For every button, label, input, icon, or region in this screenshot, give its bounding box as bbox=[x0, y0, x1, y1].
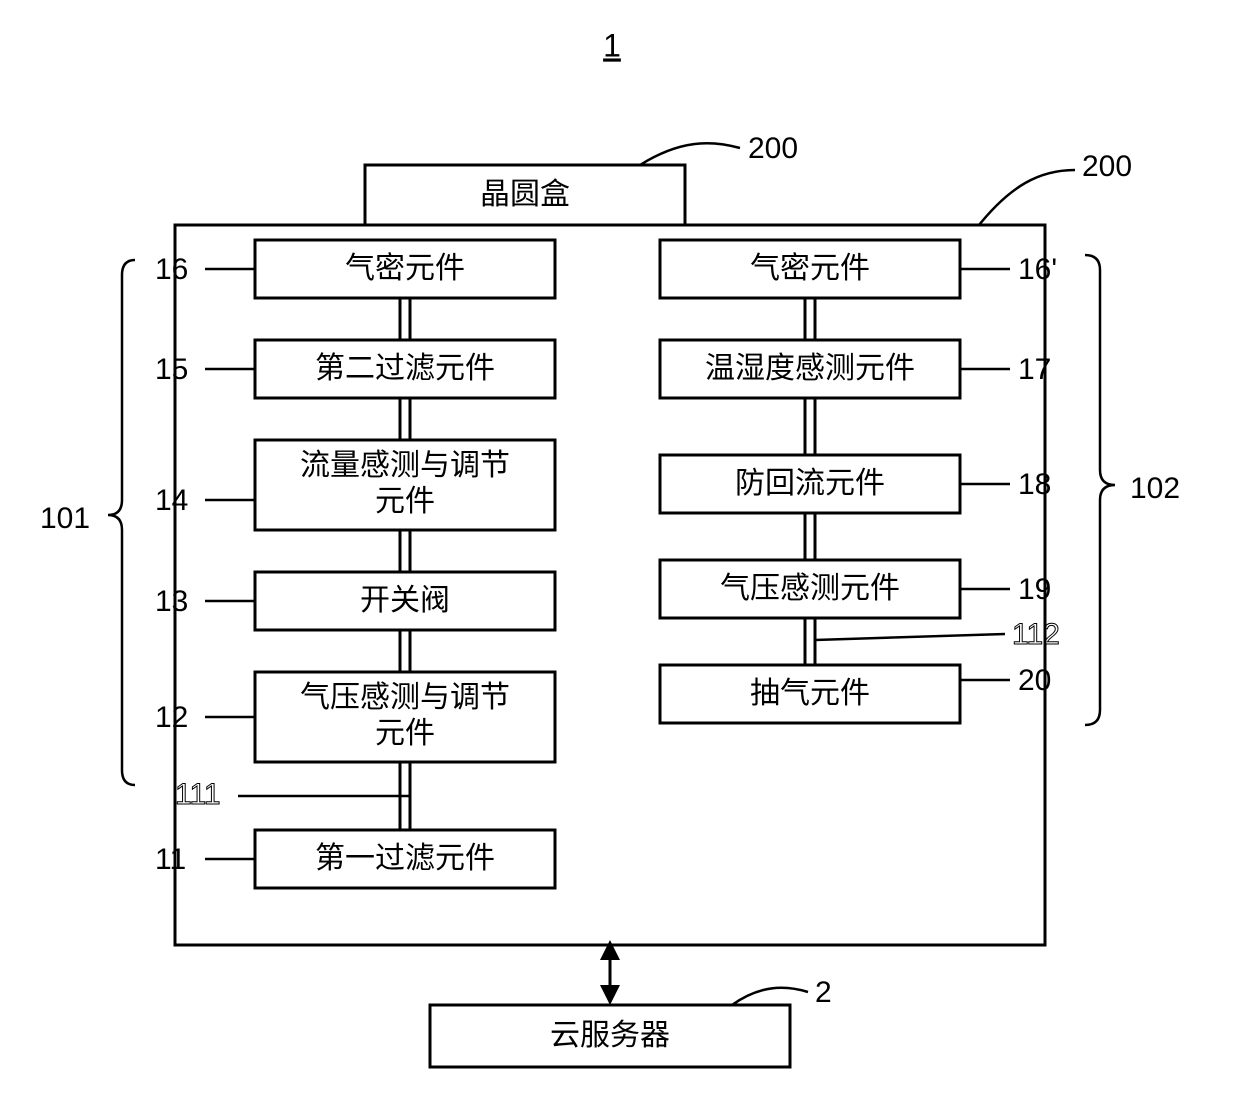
svg-text:防回流元件: 防回流元件 bbox=[735, 467, 885, 500]
svg-text:17: 17 bbox=[1018, 353, 1051, 386]
svg-text:气密元件: 气密元件 bbox=[345, 252, 465, 285]
figure-number: 1 bbox=[603, 27, 621, 63]
brace-101: 101 bbox=[40, 260, 135, 785]
svg-text:16': 16' bbox=[1018, 253, 1057, 286]
svg-text:20: 20 bbox=[1018, 664, 1051, 697]
svg-text:气压感测元件: 气压感测元件 bbox=[720, 572, 900, 605]
svg-text:112: 112 bbox=[1012, 618, 1060, 651]
svg-text:晶圆盒: 晶圆盒 bbox=[480, 178, 570, 211]
svg-text:13: 13 bbox=[155, 585, 188, 618]
svg-text:气密元件: 气密元件 bbox=[750, 252, 870, 285]
system-diagram: 1 晶圆盒 200 200 气密元件 16 第二过滤元件 15 bbox=[0, 0, 1240, 1117]
svg-text:111: 111 bbox=[175, 778, 221, 811]
svg-text:第二过滤元件: 第二过滤元件 bbox=[315, 352, 495, 385]
svg-text:19: 19 bbox=[1018, 573, 1051, 606]
brace-102: 102 bbox=[1085, 255, 1180, 725]
svg-text:200: 200 bbox=[1082, 150, 1132, 183]
svg-text:元件: 元件 bbox=[375, 717, 435, 750]
svg-text:2: 2 bbox=[815, 976, 832, 1009]
bidir-arrow bbox=[600, 940, 620, 1005]
svg-text:气压感测与调节: 气压感测与调节 bbox=[300, 681, 510, 714]
ref-200-frame: 200 bbox=[975, 150, 1132, 230]
svg-text:11: 11 bbox=[155, 843, 186, 876]
svg-text:18: 18 bbox=[1018, 468, 1051, 501]
svg-text:流量感测与调节: 流量感测与调节 bbox=[300, 449, 510, 482]
svg-text:云服务器: 云服务器 bbox=[550, 1019, 670, 1052]
svg-text:抽气元件: 抽气元件 bbox=[750, 677, 870, 710]
svg-text:开关阀: 开关阀 bbox=[360, 584, 450, 617]
svg-text:元件: 元件 bbox=[375, 485, 435, 518]
bottom-block-cloud: 云服务器 2 bbox=[430, 976, 832, 1067]
svg-text:15: 15 bbox=[155, 353, 188, 386]
svg-text:温湿度感测元件: 温湿度感测元件 bbox=[705, 352, 915, 385]
svg-text:16: 16 bbox=[155, 253, 188, 286]
svg-text:12: 12 bbox=[155, 701, 188, 734]
svg-text:第一过滤元件: 第一过滤元件 bbox=[315, 842, 495, 875]
svg-text:102: 102 bbox=[1130, 472, 1180, 505]
ref-200-a: 200 bbox=[748, 132, 798, 165]
svg-text:14: 14 bbox=[155, 484, 188, 517]
top-block-wafer-box: 晶圆盒 200 bbox=[365, 132, 798, 225]
svg-text:101: 101 bbox=[40, 502, 90, 535]
